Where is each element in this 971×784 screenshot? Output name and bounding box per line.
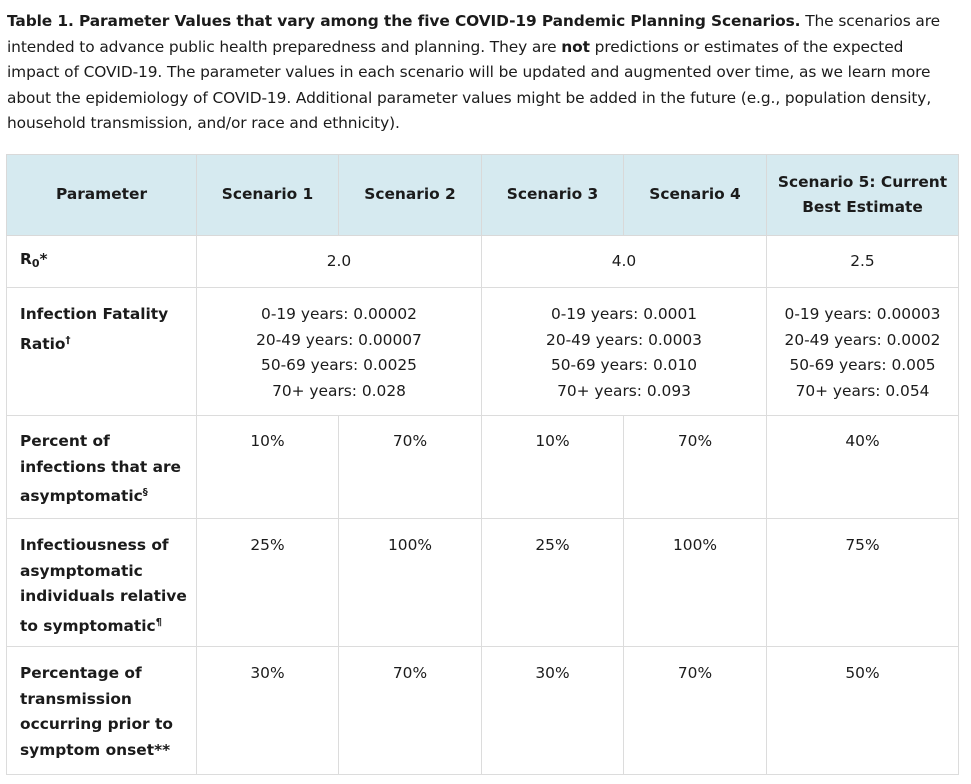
param-label-asymptomatic: Percent of infections that are asymptoma… <box>6 415 197 519</box>
table-title: Table 1. Parameter Values that vary amon… <box>7 12 801 30</box>
param-label-infectiousness: Infectiousness of asymptomatic individua… <box>6 518 197 647</box>
table-row-ifr: Infection Fatality Ratio† 0-19 years: 0.… <box>6 287 959 416</box>
presymptomatic-scenario-3: 30% <box>481 646 624 775</box>
ifr-scenarios-3-4: 0-19 years: 0.0001 20-49 years: 0.0003 5… <box>481 287 767 416</box>
presymptomatic-scenario-5: 50% <box>766 646 959 775</box>
presymptomatic-scenario-2: 70% <box>338 646 482 775</box>
asymptomatic-scenario-4: 70% <box>623 415 767 519</box>
asymptomatic-scenario-1: 10% <box>196 415 339 519</box>
caption-bold-word: not <box>561 37 590 56</box>
asymptomatic-scenario-5: 40% <box>766 415 959 519</box>
asymptomatic-scenario-2: 70% <box>338 415 482 519</box>
infectiousness-scenario-2: 100% <box>338 518 482 647</box>
header-scenario-4: Scenario 4 <box>623 154 767 236</box>
caption-text-1: The scenarios are intended to advance pu… <box>7 12 941 56</box>
parameter-table: Parameter Scenario 1 Scenario 2 Scenario… <box>6 154 959 775</box>
table-row-presymptomatic: Percentage of transmission occurring pri… <box>6 646 959 775</box>
ifr-scenario-5: 0-19 years: 0.00003 20-49 years: 0.0002 … <box>766 287 959 416</box>
presymptomatic-scenario-1: 30% <box>196 646 339 775</box>
header-scenario-1: Scenario 1 <box>196 154 339 236</box>
header-scenario-3: Scenario 3 <box>481 154 624 236</box>
table-caption: Table 1. Parameter Values that vary amon… <box>7 9 959 137</box>
param-label-ifr: Infection Fatality Ratio† <box>6 287 197 416</box>
infectiousness-scenario-4: 100% <box>623 518 767 647</box>
presymptomatic-scenario-4: 70% <box>623 646 767 775</box>
table-row-r0: R0* 2.0 4.0 2.5 <box>6 235 959 288</box>
infectiousness-scenario-1: 25% <box>196 518 339 647</box>
table-row-asymptomatic: Percent of infections that are asymptoma… <box>6 415 959 519</box>
header-parameter: Parameter <box>6 154 197 236</box>
header-scenario-5: Scenario 5: Current Best Estimate <box>766 154 959 236</box>
header-scenario-2: Scenario 2 <box>338 154 482 236</box>
r0-scenarios-3-4: 4.0 <box>481 235 767 288</box>
caption-text-2: predictions or estimates of the expected… <box>7 37 932 133</box>
infectiousness-scenario-5: 75% <box>766 518 959 647</box>
param-label-presymptomatic: Percentage of transmission occurring pri… <box>6 646 197 775</box>
infectiousness-scenario-3: 25% <box>481 518 624 647</box>
r0-scenario-5: 2.5 <box>766 235 959 288</box>
asymptomatic-scenario-3: 10% <box>481 415 624 519</box>
table-row-infectiousness: Infectiousness of asymptomatic individua… <box>6 518 959 647</box>
r0-scenarios-1-2: 2.0 <box>196 235 482 288</box>
table-header-row: Parameter Scenario 1 Scenario 2 Scenario… <box>6 154 959 236</box>
ifr-scenarios-1-2: 0-19 years: 0.00002 20-49 years: 0.00007… <box>196 287 482 416</box>
param-label-r0: R0* <box>6 235 197 288</box>
